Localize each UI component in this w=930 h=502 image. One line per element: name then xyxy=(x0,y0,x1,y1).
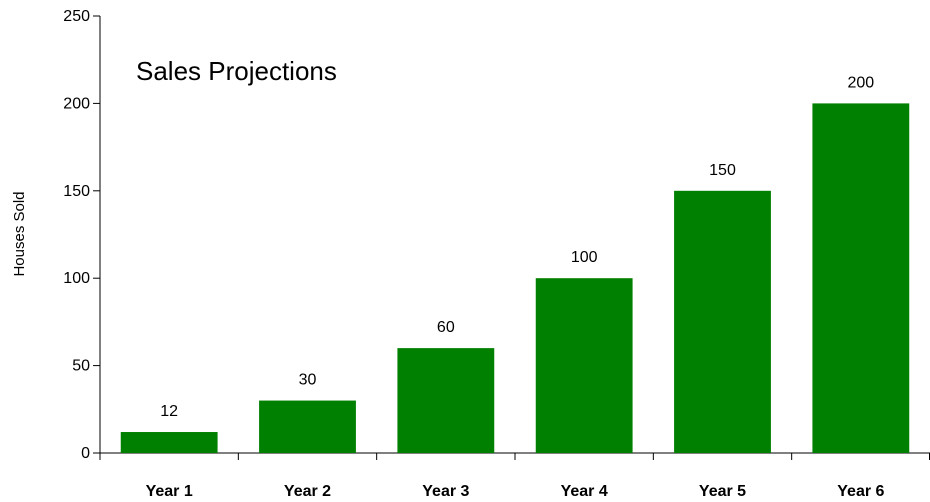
bar-year-1 xyxy=(120,432,218,453)
bar-year-5 xyxy=(674,190,771,454)
y-axis-title: Houses Sold xyxy=(11,191,28,276)
x-axis: Year 1 Year 2 Year 3 Year 4 Year 5 Year 6 xyxy=(99,452,930,500)
data-labels: 12 30 60 100 150 200 xyxy=(160,74,874,420)
data-label: 12 xyxy=(160,403,178,420)
y-tick-label: 200 xyxy=(63,95,90,112)
x-category-label: Year 3 xyxy=(422,483,469,500)
x-category-label: Year 4 xyxy=(561,483,608,500)
data-label: 60 xyxy=(437,319,455,336)
y-tick-label: 250 xyxy=(63,8,90,25)
x-category-label: Year 1 xyxy=(146,483,193,500)
data-label: 100 xyxy=(571,249,598,266)
data-label: 150 xyxy=(709,162,736,179)
x-category-label: Year 5 xyxy=(699,483,746,500)
bar-year-6 xyxy=(812,103,910,454)
bars xyxy=(120,103,910,454)
x-category-label: Year 2 xyxy=(284,483,331,500)
bar-year-4 xyxy=(535,278,633,453)
data-label: 30 xyxy=(299,372,317,389)
y-tick-label: 50 xyxy=(72,358,90,375)
x-category-label: Year 6 xyxy=(837,483,884,500)
y-axis: 0 50 100 150 200 250 xyxy=(63,8,101,462)
data-label: 200 xyxy=(847,74,874,91)
y-tick-label: 0 xyxy=(81,445,90,462)
bar-year-2 xyxy=(259,400,356,453)
y-tick-label: 100 xyxy=(63,270,90,287)
chart-title: Sales Projections xyxy=(136,56,337,86)
bar-year-3 xyxy=(397,348,495,453)
y-tick-label: 150 xyxy=(63,183,90,200)
